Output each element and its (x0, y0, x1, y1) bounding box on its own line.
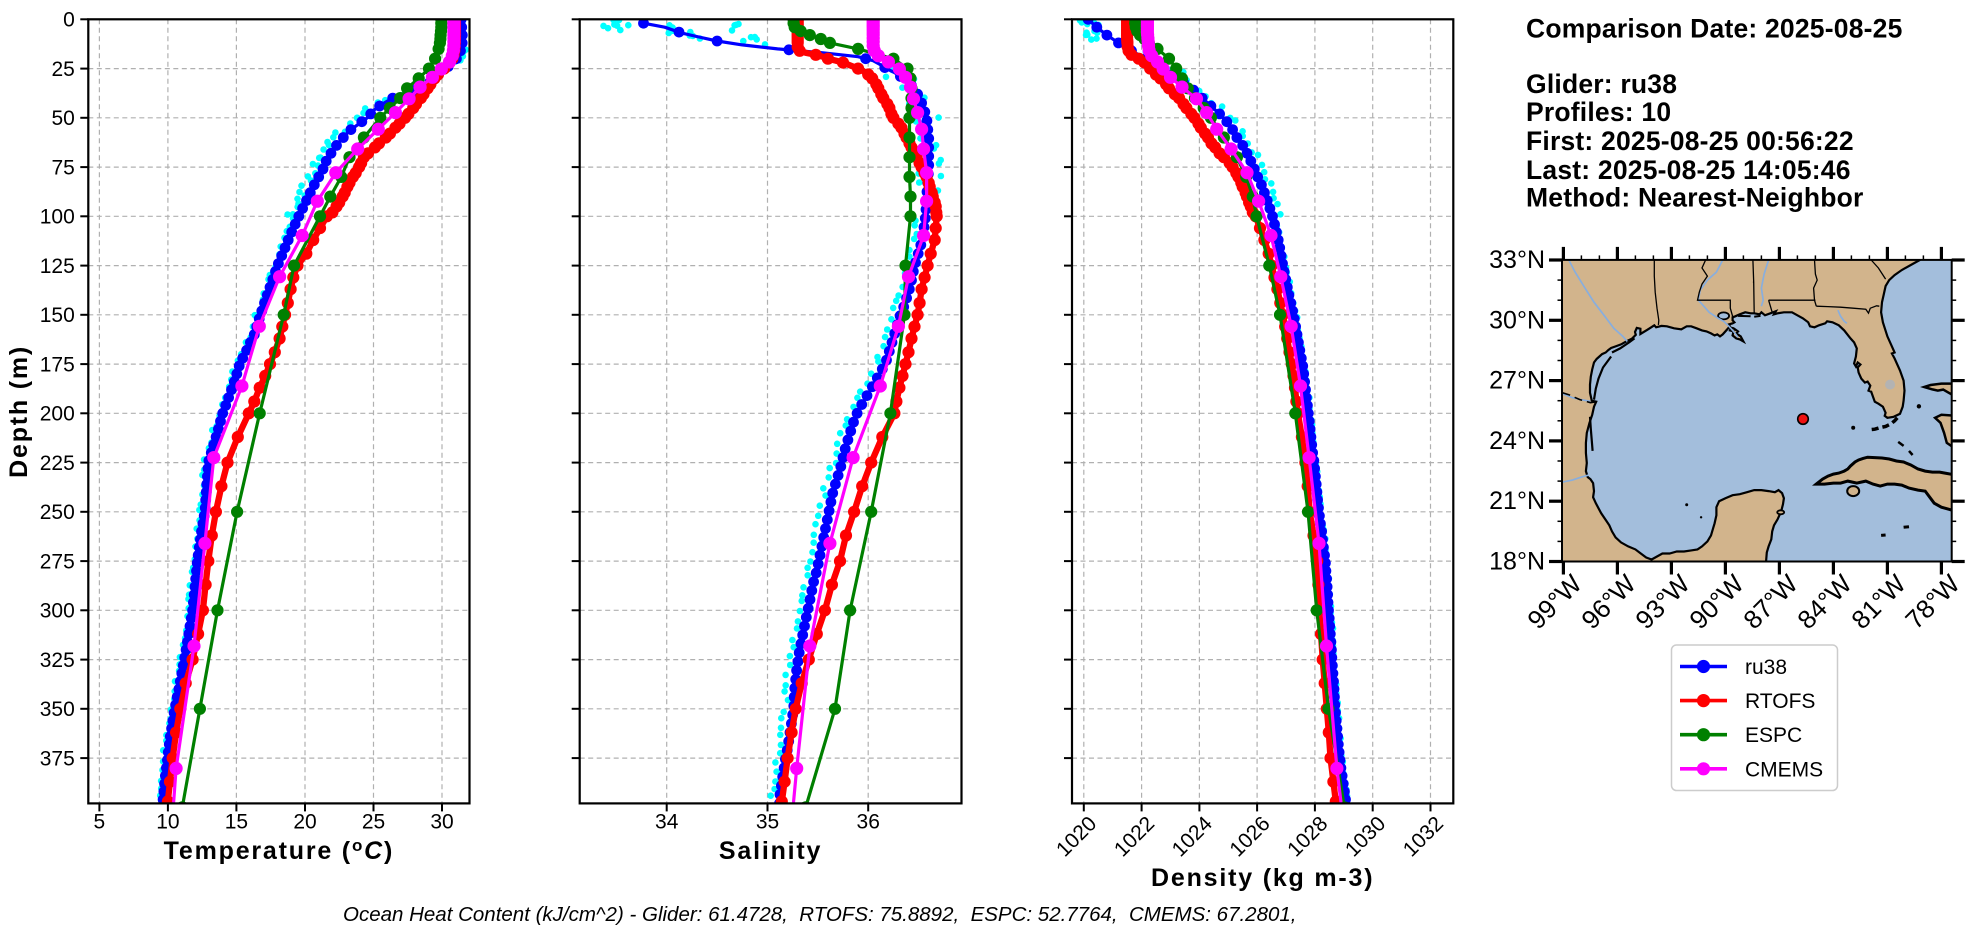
svg-text:18°N: 18°N (1489, 548, 1545, 576)
svg-text:225: 225 (40, 452, 75, 475)
svg-text:ESPC: ESPC (1745, 724, 1802, 747)
svg-text:350: 350 (40, 698, 75, 721)
svg-text:15: 15 (225, 810, 248, 833)
svg-text:175: 175 (40, 353, 75, 376)
svg-text:Depth (m): Depth (m) (5, 345, 33, 478)
svg-text:30: 30 (430, 810, 453, 833)
svg-text:Glider: ru38: Glider: ru38 (1526, 69, 1677, 99)
svg-text:27°N: 27°N (1489, 367, 1545, 395)
svg-text:325: 325 (40, 649, 75, 672)
svg-text:34: 34 (655, 810, 679, 833)
svg-text:Profiles: 10: Profiles: 10 (1526, 97, 1671, 127)
svg-text:RTOFS: RTOFS (1745, 690, 1815, 713)
svg-text:200: 200 (40, 403, 75, 426)
svg-text:5: 5 (94, 810, 106, 833)
svg-text:150: 150 (40, 304, 75, 327)
svg-text:20: 20 (293, 810, 316, 833)
svg-text:125: 125 (40, 255, 75, 278)
svg-text:30°N: 30°N (1489, 306, 1545, 334)
svg-text:50: 50 (51, 107, 74, 130)
svg-text:0: 0 (63, 9, 75, 32)
svg-text:CMEMS: CMEMS (1745, 758, 1823, 781)
svg-text:100: 100 (40, 206, 75, 229)
svg-text:Ocean Heat Content (kJ/cm^2) -: Ocean Heat Content (kJ/cm^2) - Glider: 6… (343, 903, 1296, 926)
svg-text:25: 25 (362, 810, 385, 833)
svg-text:Last: 2025-08-25 14:05:46: Last: 2025-08-25 14:05:46 (1526, 155, 1851, 185)
svg-text:275: 275 (40, 550, 75, 573)
svg-text:35: 35 (756, 810, 779, 833)
svg-text:375: 375 (40, 747, 75, 770)
svg-text:Comparison Date: 2025-08-25: Comparison Date: 2025-08-25 (1526, 14, 1903, 44)
svg-text:10: 10 (156, 810, 179, 833)
svg-text:ru38: ru38 (1745, 656, 1787, 679)
svg-text:24°N: 24°N (1489, 427, 1545, 455)
svg-text:21°N: 21°N (1489, 487, 1545, 515)
svg-text:75: 75 (51, 156, 74, 179)
svg-text:First: 2025-08-25 00:56:22: First: 2025-08-25 00:56:22 (1526, 126, 1854, 156)
svg-text:Salinity: Salinity (719, 837, 822, 865)
svg-text:Method: Nearest-Neighbor: Method: Nearest-Neighbor (1526, 183, 1864, 213)
svg-text:300: 300 (40, 600, 75, 623)
svg-text:250: 250 (40, 501, 75, 524)
svg-text:36: 36 (857, 810, 880, 833)
svg-text:33°N: 33°N (1489, 246, 1545, 274)
svg-text:25: 25 (51, 58, 74, 81)
svg-text:Density (kg m-3): Density (kg m-3) (1151, 864, 1374, 892)
